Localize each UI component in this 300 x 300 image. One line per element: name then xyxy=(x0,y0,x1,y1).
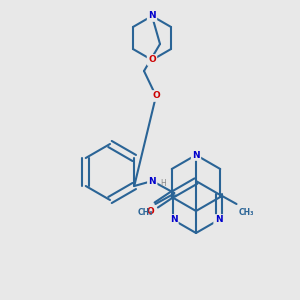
Text: H: H xyxy=(160,179,166,188)
Text: N: N xyxy=(148,176,156,185)
Text: N: N xyxy=(170,215,177,224)
Text: CH₃: CH₃ xyxy=(138,208,154,217)
Text: CH₃: CH₃ xyxy=(238,208,254,217)
Text: N: N xyxy=(148,11,156,20)
Text: N: N xyxy=(192,151,200,160)
Text: O: O xyxy=(152,92,160,100)
Text: O: O xyxy=(146,206,154,215)
Text: O: O xyxy=(148,56,156,64)
Text: N: N xyxy=(215,215,222,224)
